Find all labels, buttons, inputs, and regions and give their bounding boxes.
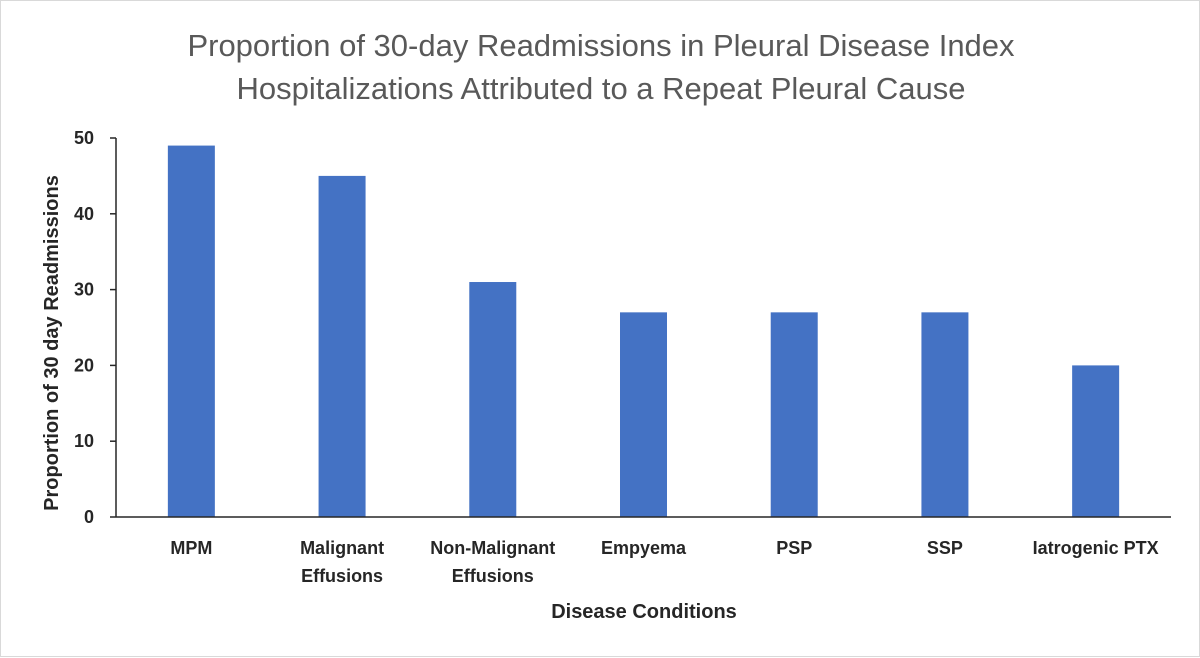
- bar: [1072, 365, 1120, 517]
- bar: [770, 312, 818, 517]
- category-label: Effusions: [301, 566, 383, 586]
- bar: [620, 312, 667, 517]
- category-labels: MPM Malignant Effusions Non-Malignant Effusi…: [170, 538, 1158, 586]
- bar: [921, 312, 969, 517]
- y-tick-label: 10: [74, 431, 94, 451]
- bars: [167, 145, 1120, 517]
- y-tick-label: 50: [74, 128, 94, 148]
- y-tick-label: 0: [84, 507, 94, 527]
- category-label: Effusions: [452, 566, 534, 586]
- y-tick-label: 20: [74, 355, 94, 375]
- category-label: Iatrogenic PTX: [1033, 538, 1159, 558]
- bar: [469, 282, 517, 517]
- y-tick-label: 40: [74, 204, 94, 224]
- y-tick-label: 30: [74, 280, 94, 300]
- category-label: Malignant: [300, 538, 384, 558]
- chart-title-line-1: Proportion of 30-day Readmissions in Ple…: [187, 28, 1015, 63]
- category-label: SSP: [927, 538, 963, 558]
- y-axis-title: Proportion of 30 day Readmissions: [41, 175, 63, 511]
- category-label: Empyema: [601, 538, 687, 558]
- bar: [167, 145, 215, 517]
- y-axis-ticks: 0 10 20 30 40 50: [74, 128, 116, 527]
- chart-title-line-2: Hospitalizations Attributed to a Repeat …: [237, 71, 966, 106]
- category-label: MPM: [170, 538, 212, 558]
- category-label: Non-Malignant: [430, 538, 555, 558]
- bar: [318, 175, 366, 517]
- category-label: PSP: [776, 538, 812, 558]
- x-axis-title: Disease Conditions: [551, 601, 737, 623]
